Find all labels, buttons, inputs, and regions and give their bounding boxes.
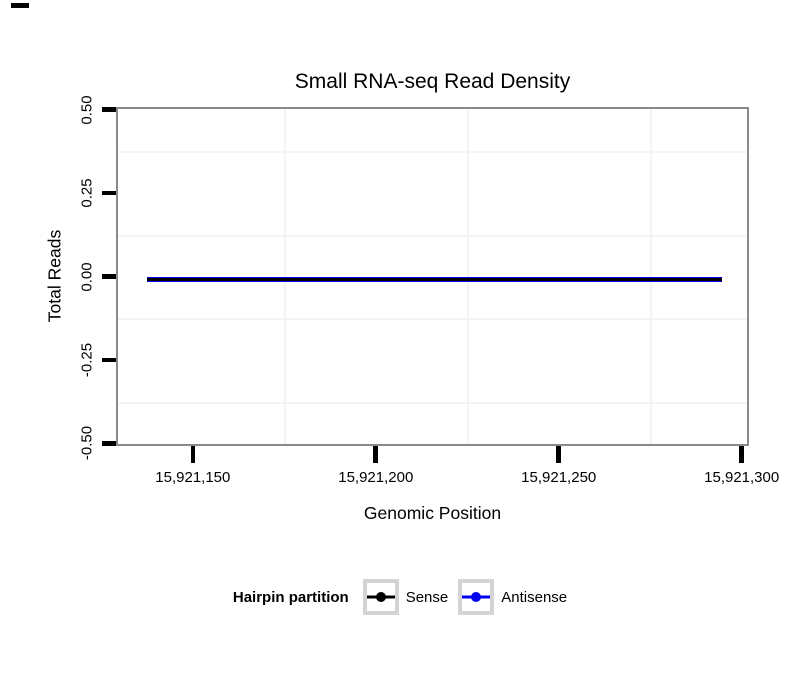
y-axis-tick-label: -0.50 xyxy=(78,426,96,461)
y-axis-tick-label: 0.50 xyxy=(78,95,96,125)
y-axis-tick-label: 0.25 xyxy=(78,178,96,208)
x-axis-tick-label: 15,921,150 xyxy=(155,469,231,486)
legend: Hairpin partition Sense Antisense xyxy=(0,579,810,615)
y-axis-tick xyxy=(102,274,116,279)
legend-title: Hairpin partition xyxy=(232,588,349,606)
x-axis-tick-label: 15,921,300 xyxy=(704,469,780,486)
minor-gridline-horizontal xyxy=(118,401,747,404)
legend-key-dot xyxy=(375,592,386,602)
minor-gridline-vertical xyxy=(467,109,470,444)
plot-panel xyxy=(116,107,749,446)
x-axis-tick xyxy=(556,446,562,463)
legend-entries: Sense Antisense xyxy=(362,579,577,615)
series-line-sense xyxy=(147,278,722,281)
legend-label: Antisense xyxy=(501,588,568,606)
minor-gridline-horizontal xyxy=(118,318,747,321)
x-axis-tick xyxy=(739,446,744,463)
x-axis-tick-label: 15,921,250 xyxy=(521,469,597,486)
minor-gridline-vertical xyxy=(284,109,287,444)
legend-entry-antisense: Antisense xyxy=(458,579,567,615)
legend-key-sense xyxy=(362,579,399,615)
legend-entry-sense: Sense xyxy=(362,579,449,615)
y-axis-tick xyxy=(102,107,116,112)
x-axis-tick xyxy=(373,446,379,463)
legend-key-antisense xyxy=(458,579,495,615)
x-axis-tick xyxy=(190,446,196,463)
x-axis-title: Genomic Position xyxy=(363,503,502,523)
legend-label: Sense xyxy=(405,588,449,606)
minor-gridline-vertical xyxy=(650,109,653,444)
minor-gridline-horizontal xyxy=(118,234,747,237)
y-axis-tick xyxy=(102,190,116,196)
legend-key-dot xyxy=(471,592,482,602)
y-axis-tick-label: 0.00 xyxy=(78,261,96,292)
y-axis-title: Total Reads xyxy=(44,229,65,323)
y-axis-tick xyxy=(102,357,116,363)
y-axis-tick xyxy=(102,441,116,446)
stray-mark xyxy=(11,3,29,8)
minor-gridline-horizontal xyxy=(118,151,747,154)
x-axis-tick-label: 15,921,200 xyxy=(338,469,414,486)
chart-title: Small RNA-seq Read Density xyxy=(294,70,571,93)
y-axis-tick-label: -0.25 xyxy=(78,342,96,378)
